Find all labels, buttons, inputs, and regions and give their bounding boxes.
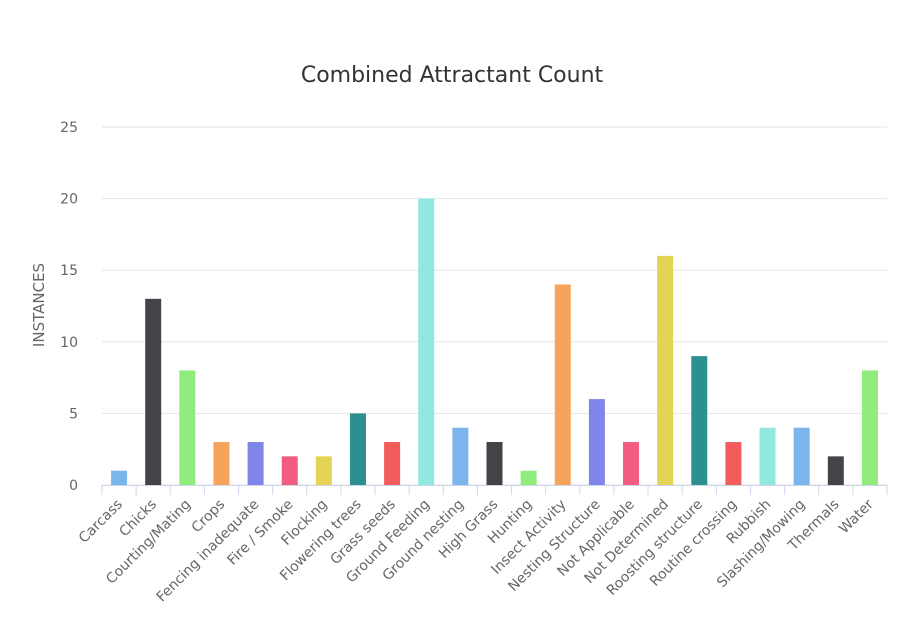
bar: [520, 470, 537, 485]
y-tick-label: 25: [60, 120, 78, 136]
bar: [213, 442, 230, 485]
bar: [179, 370, 196, 485]
x-tick-label: Water: [836, 496, 877, 537]
bar: [281, 456, 298, 485]
y-tick-label: 20: [60, 192, 78, 208]
bar: [554, 284, 571, 485]
bar: [588, 399, 605, 485]
bar: [315, 456, 332, 485]
bar: [623, 442, 640, 485]
y-axis-title: INSTANCES: [30, 263, 48, 347]
bar: [247, 442, 264, 485]
bar: [145, 298, 162, 485]
y-tick-label: 15: [60, 263, 78, 279]
bar: [486, 442, 503, 485]
y-tick-label: 10: [60, 335, 78, 351]
bar: [657, 255, 674, 485]
y-tick-label: 5: [69, 406, 78, 422]
bar: [349, 413, 366, 485]
bar: [384, 442, 401, 485]
bar: [418, 198, 435, 485]
x-tick-label: Carcass: [76, 497, 126, 547]
bar: [793, 427, 810, 485]
bar: [691, 356, 708, 485]
bar: [452, 427, 469, 485]
bar: [111, 470, 128, 485]
bar: [725, 442, 742, 485]
chart-title: Combined Attractant Count: [301, 63, 604, 88]
bar: [861, 370, 878, 485]
bar: [827, 456, 844, 485]
bar: [759, 427, 776, 485]
y-tick-label: 0: [69, 478, 78, 494]
